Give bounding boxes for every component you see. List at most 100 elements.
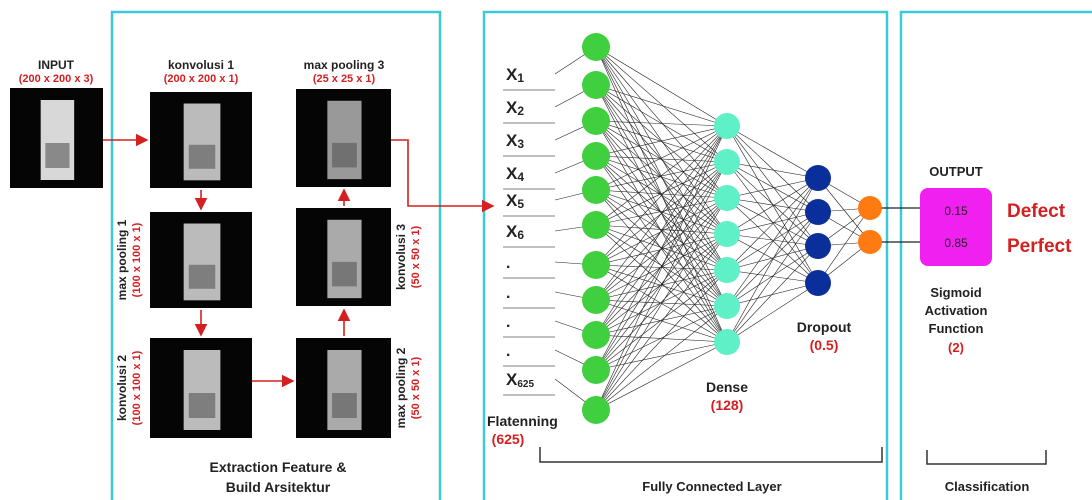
- step-size: (25 x 25 x 1): [313, 73, 376, 85]
- connection: [726, 245, 819, 307]
- input-sub: 6: [517, 228, 524, 242]
- step-title: max pooling 2: [394, 347, 408, 428]
- connection: [726, 197, 819, 247]
- connection: [595, 233, 728, 336]
- connection: [595, 46, 728, 271]
- output-box: [920, 188, 992, 266]
- output-label: Perfect: [1007, 236, 1072, 257]
- neuron: [582, 211, 610, 239]
- activation: Sigmoid: [930, 285, 981, 300]
- input-text: X: [506, 370, 518, 389]
- input-text: X: [506, 222, 518, 241]
- connection: [726, 197, 819, 213]
- connection: [595, 125, 728, 191]
- connection: [595, 197, 728, 301]
- connection: [726, 177, 819, 271]
- connection: [595, 341, 728, 411]
- connection: [595, 125, 728, 411]
- activation: Activation: [925, 303, 988, 318]
- caption: Classification: [945, 479, 1030, 494]
- connection: [595, 233, 728, 371]
- neuron: [805, 233, 831, 259]
- activation-count: (2): [948, 340, 964, 355]
- connection: [595, 125, 728, 336]
- neuron: [714, 293, 740, 319]
- input-label: .: [506, 314, 510, 331]
- step-title: max pooling 1: [115, 219, 129, 300]
- image-detail: [45, 143, 70, 168]
- connection: [726, 177, 819, 235]
- connection: [595, 224, 728, 235]
- neuron: [582, 176, 610, 204]
- input-sub: 5: [517, 197, 524, 211]
- connection: [726, 177, 819, 343]
- connection: [726, 161, 819, 247]
- neuron: [858, 230, 882, 254]
- connection: [726, 161, 819, 179]
- dense-size: (128): [711, 397, 744, 413]
- connection: [726, 211, 819, 307]
- connection: [595, 197, 728, 411]
- input-sub: 625: [517, 379, 534, 390]
- input-sub: 1: [517, 71, 524, 85]
- step-title: konvolusi 1: [168, 58, 234, 72]
- neuron: [714, 221, 740, 247]
- connection: [595, 341, 728, 371]
- input-text: X: [506, 191, 518, 210]
- input-label: X4: [506, 164, 524, 184]
- connection: [595, 125, 728, 157]
- images: [10, 88, 391, 438]
- image-product: [327, 100, 362, 180]
- connection: [726, 245, 819, 271]
- connection: [595, 269, 728, 411]
- input-sub: 2: [517, 104, 524, 118]
- connection: [726, 177, 819, 307]
- step-size: (100 x 100 x 1): [131, 222, 143, 297]
- input-label: X3: [506, 131, 524, 151]
- connection: [595, 269, 728, 336]
- connection: [595, 233, 728, 411]
- connection: [726, 211, 819, 235]
- input-label: X2: [506, 98, 524, 118]
- dropout-title: Dropout: [797, 319, 852, 335]
- connection: [726, 125, 819, 213]
- connection: [595, 46, 728, 127]
- step-title: konvolusi 2: [115, 355, 129, 421]
- input-sub: 4: [517, 170, 524, 184]
- connection: [595, 161, 728, 226]
- connection: [595, 161, 728, 191]
- neuron: [582, 142, 610, 170]
- neuron: [582, 356, 610, 384]
- connection: [595, 197, 728, 371]
- output-value: 0.15: [944, 204, 968, 218]
- connection: [726, 233, 819, 247]
- step-title: max pooling 3: [304, 58, 385, 72]
- connection: [595, 125, 728, 226]
- image-detail: [332, 261, 357, 287]
- connection: [726, 125, 819, 247]
- caption: Build Arsitektur: [226, 479, 331, 495]
- input-label: X5: [506, 191, 524, 211]
- bracket: [539, 447, 883, 463]
- input-title: INPUT: [38, 58, 75, 72]
- bracket: [926, 450, 1047, 465]
- flatten-size: (625): [492, 431, 525, 447]
- connection: [595, 155, 728, 235]
- connection: [726, 161, 819, 213]
- connection: [726, 197, 819, 284]
- neuron: [714, 329, 740, 355]
- connection: [595, 233, 728, 301]
- connection: [595, 46, 728, 163]
- neuron: [582, 107, 610, 135]
- connection: [726, 233, 819, 284]
- dropout-size: (0.5): [810, 337, 839, 353]
- image-detail: [188, 393, 216, 418]
- neuron: [858, 196, 882, 220]
- connection: [595, 84, 728, 127]
- output-label: Defect: [1007, 201, 1066, 222]
- connection: [595, 224, 728, 343]
- connection: [726, 125, 819, 284]
- input-label: .: [506, 343, 510, 360]
- neuron: [582, 321, 610, 349]
